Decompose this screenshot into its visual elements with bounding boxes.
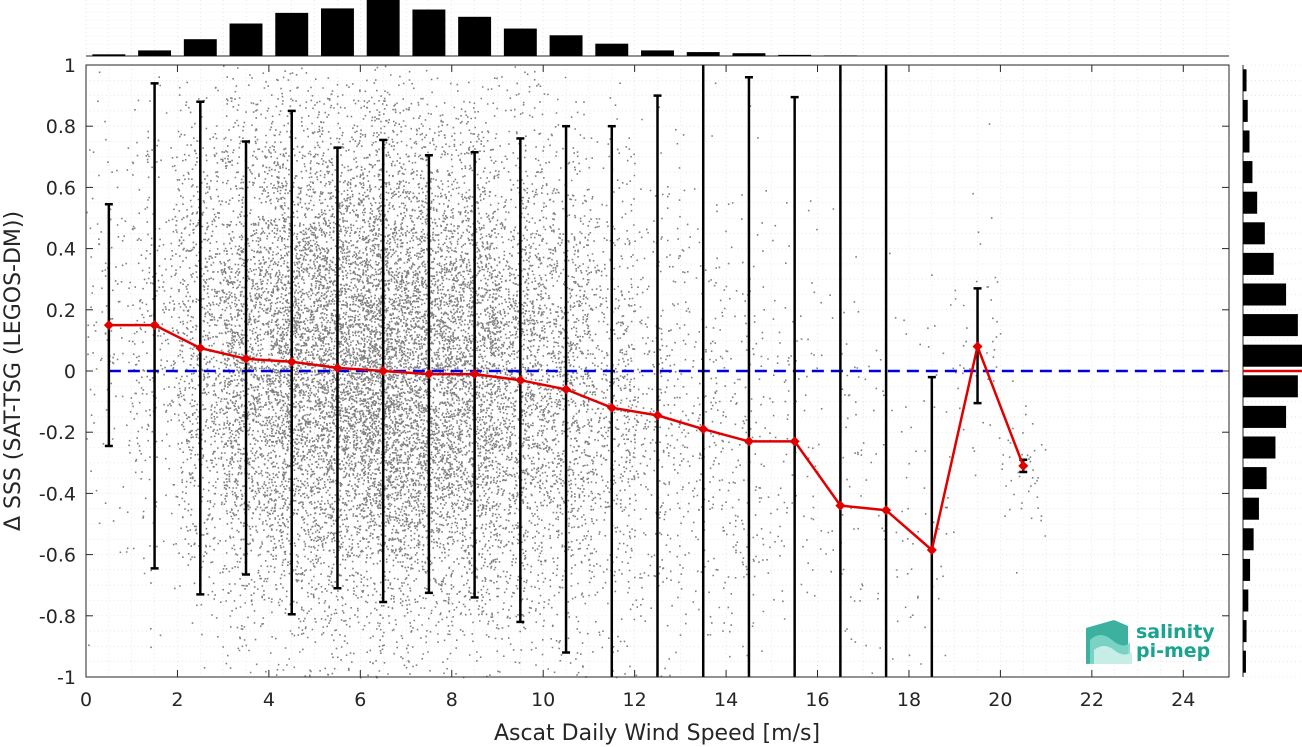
x-tick-label: 12	[623, 689, 647, 711]
right-hist-bar	[1243, 161, 1253, 184]
mean-point	[926, 545, 937, 556]
right-hist-bar	[1243, 191, 1258, 214]
mean-point	[1018, 460, 1029, 471]
y-tick-label: 1	[64, 55, 76, 77]
mean-point	[241, 353, 252, 364]
mean-point	[561, 384, 572, 395]
right-hist-bar	[1243, 467, 1267, 490]
mean-point	[743, 436, 754, 447]
right-hist-bar	[1243, 589, 1249, 612]
mean-point	[515, 375, 526, 386]
y-tick-label: 0.6	[46, 177, 76, 199]
x-tick-label: 4	[263, 689, 275, 711]
mean-point	[332, 362, 343, 373]
right-hist-bar	[1243, 528, 1254, 551]
top-hist-bar	[823, 55, 857, 56]
y-tick-label: 0	[64, 361, 76, 383]
mean-point	[698, 424, 709, 435]
mean-series	[103, 320, 1029, 556]
x-tick-label: 6	[354, 689, 366, 711]
mean-point	[606, 402, 617, 413]
right-hist-bar	[1243, 375, 1298, 398]
top-hist-bar	[275, 12, 309, 56]
top-hist-bar	[366, 0, 400, 56]
right-hist-bar	[1243, 130, 1250, 153]
right-hist-bar	[1243, 650, 1246, 673]
top-histogram	[85, 0, 1230, 57]
x-tick-label: 16	[805, 689, 829, 711]
top-hist-bar	[458, 16, 492, 56]
top-hist-bar	[412, 9, 446, 56]
y-tick-label: 0.8	[46, 116, 76, 138]
top-hist-bar	[138, 50, 172, 56]
mean-point	[149, 320, 160, 331]
wave-logo-icon	[1086, 620, 1132, 664]
x-ticks: 0 2 4 6 8 10 12 14 16 18 20 22 24	[80, 65, 1195, 711]
right-histogram	[1242, 64, 1302, 678]
right-hist-bar	[1243, 620, 1247, 643]
top-hist-bar	[732, 53, 766, 56]
mean-point	[103, 320, 114, 331]
top-hist-bar	[229, 23, 263, 56]
x-tick-label: 14	[714, 689, 738, 711]
right-hist-bar	[1243, 283, 1287, 306]
x-tick-label: 22	[1080, 689, 1104, 711]
mean-point	[835, 500, 846, 511]
x-axis-label: Ascat Daily Wind Speed [m/s]	[494, 721, 820, 746]
scatter-cloud	[86, 65, 1047, 679]
right-hist-bar	[1243, 222, 1265, 245]
x-tick-label: 20	[988, 689, 1012, 711]
mean-point	[881, 505, 892, 516]
logo-line2: pi-mep	[1136, 640, 1210, 662]
y-ticks: -1 -0.8 -0.6 -0.4 -0.2 0 0.2 0.4 0.6 0.8 1	[39, 55, 1229, 689]
y-tick-label: 0.2	[46, 300, 76, 322]
top-hist-bar	[503, 28, 537, 56]
mean-point	[789, 436, 800, 447]
right-hist-bar	[1243, 252, 1274, 275]
y-tick-label: -0.4	[39, 483, 76, 505]
x-tick-label: 10	[531, 689, 555, 711]
y-tick-label: 0.4	[46, 239, 76, 261]
right-hist-bar	[1243, 344, 1302, 367]
mean-point	[423, 369, 434, 380]
salinity-pimep-logo: salinity pi-mep	[1086, 620, 1215, 664]
mean-point	[652, 410, 663, 421]
y-tick-label: -0.6	[39, 545, 76, 567]
x-tick-label: 0	[80, 689, 92, 711]
x-tick-label: 2	[171, 689, 183, 711]
top-hist-bar	[183, 39, 217, 56]
right-hist-bar	[1243, 69, 1247, 92]
x-tick-label: 18	[897, 689, 921, 711]
top-hist-bar	[92, 54, 126, 56]
x-tick-label: 24	[1171, 689, 1195, 711]
mean-point	[378, 366, 389, 376]
mean-point	[195, 343, 206, 354]
top-hist-bar	[595, 43, 629, 56]
y-axis-label: Δ SSS (SAT-TSG (LEGOS-DM))	[1, 211, 26, 531]
mean-point	[286, 356, 297, 367]
right-hist-bar	[1243, 497, 1259, 520]
mean-point	[469, 369, 480, 380]
top-hist-bar	[778, 54, 812, 56]
scatter-points	[86, 65, 1047, 679]
right-hist-bar	[1243, 436, 1276, 459]
logo-line1: salinity	[1136, 621, 1215, 643]
x-tick-label: 8	[446, 689, 458, 711]
top-hist-bar	[686, 52, 720, 56]
y-tick-label: -1	[57, 667, 76, 689]
right-hist-bar	[1243, 99, 1248, 122]
y-tick-label: -0.2	[39, 422, 76, 444]
top-hist-bar	[641, 50, 674, 56]
top-hist-bar	[321, 8, 354, 56]
y-tick-label: -0.8	[39, 606, 76, 628]
top-hist-bar	[549, 35, 583, 56]
mean-point	[972, 341, 983, 352]
right-hist-bar	[1243, 405, 1287, 428]
right-hist-bar	[1243, 558, 1251, 581]
right-hist-bar	[1243, 314, 1298, 337]
